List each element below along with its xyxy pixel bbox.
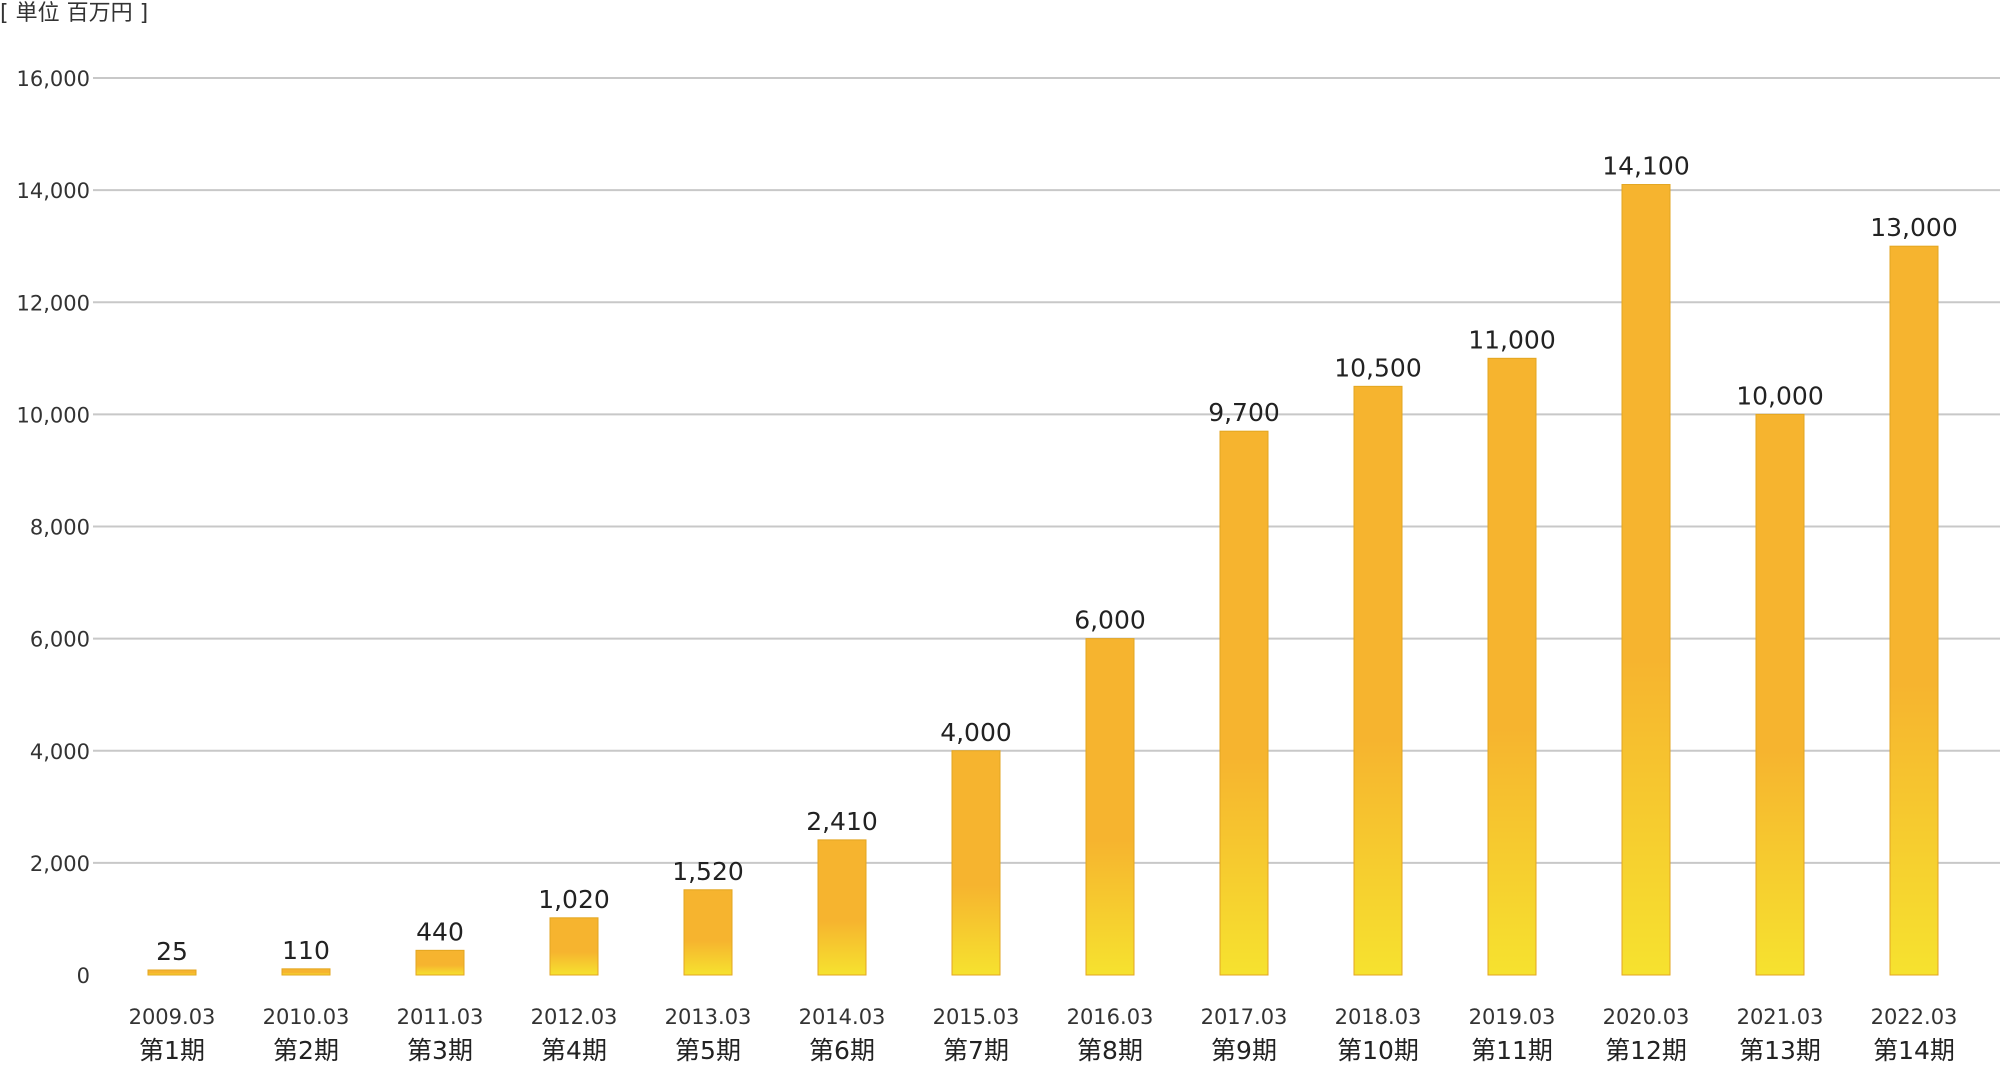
bar-2021.03: [1755, 413, 1805, 976]
period-label: 第7期: [943, 1036, 1009, 1064]
bar-2019.03: [1487, 357, 1537, 976]
x-tick-label: 2020.03: [1603, 1005, 1690, 1029]
x-tick-label: 2022.03: [1871, 1005, 1958, 1029]
x-tick-label: 2021.03: [1737, 1005, 1824, 1029]
x-axis-ticks: 2009.03 第1期 2010.03 第2期 2011.03 第3期 2012.03 第4期…: [129, 1005, 1958, 1065]
period-label: 第3期: [407, 1036, 473, 1064]
y-tick-label: 16,000: [17, 67, 90, 91]
bar-2013.03: [683, 889, 733, 976]
y-tick-label: 14,000: [17, 179, 90, 203]
data-label: 14,100: [1602, 152, 1689, 181]
period-label: 第6期: [809, 1036, 875, 1064]
unit-label: [ 単位 百万円 ]: [0, 1, 148, 26]
period-label: 第9期: [1211, 1036, 1277, 1064]
data-label: 6,000: [1074, 606, 1146, 635]
data-label: 11,000: [1468, 325, 1555, 354]
bar-2020.03: [1621, 184, 1671, 976]
data-label: 9,700: [1208, 398, 1280, 427]
period-label: 第13期: [1739, 1036, 1821, 1064]
data-label: 1,520: [672, 857, 744, 886]
y-tick-label: 4,000: [30, 740, 90, 764]
period-label: 第4期: [541, 1036, 607, 1064]
data-label: 13,000: [1870, 213, 1957, 242]
x-tick-label: 2016.03: [1067, 1005, 1154, 1029]
period-label: 第10期: [1337, 1036, 1419, 1064]
y-tick-label: 0: [77, 964, 90, 988]
period-label: 第12期: [1605, 1036, 1687, 1064]
data-label: 440: [416, 917, 464, 946]
period-label: 第2期: [273, 1036, 339, 1064]
y-tick-label: 8,000: [30, 516, 90, 540]
y-tick-label: 12,000: [17, 291, 90, 315]
x-tick-label: 2009.03: [129, 1005, 216, 1029]
bar-2009.03: [147, 969, 197, 976]
x-tick-label: 2017.03: [1201, 1005, 1288, 1029]
bar-2014.03: [817, 839, 867, 976]
x-tick-label: 2014.03: [799, 1005, 886, 1029]
data-labels: 25 110 440 1,020 1,520 2,410 4,000 6,000 9,700 10…: [156, 152, 1958, 966]
period-label: 第11期: [1471, 1036, 1553, 1064]
bar-2017.03: [1219, 430, 1269, 976]
data-label: 10,000: [1736, 381, 1823, 410]
data-label: 4,000: [940, 718, 1012, 747]
bars: [147, 184, 1939, 976]
period-label: 第5期: [675, 1036, 741, 1064]
x-tick-label: 2018.03: [1335, 1005, 1422, 1029]
y-tick-label: 2,000: [30, 852, 90, 876]
data-label: 10,500: [1334, 353, 1421, 382]
data-label: 1,020: [538, 885, 610, 914]
gridlines: [93, 77, 2000, 864]
y-axis-ticks: 0 2,000 4,000 6,000 8,000 10,000 12,000 14,000 1…: [17, 67, 90, 988]
x-tick-label: 2010.03: [263, 1005, 350, 1029]
bar-2022.03: [1889, 245, 1939, 976]
bar-2016.03: [1085, 638, 1135, 976]
bar-2018.03: [1353, 385, 1403, 976]
period-label: 第14期: [1873, 1036, 1955, 1064]
y-tick-label: 10,000: [17, 403, 90, 427]
bar-2010.03: [281, 968, 331, 976]
data-label: 110: [282, 936, 330, 965]
x-tick-label: 2012.03: [531, 1005, 618, 1029]
period-label: 第8期: [1077, 1036, 1143, 1064]
x-tick-label: 2011.03: [397, 1005, 484, 1029]
period-label: 第1期: [139, 1036, 205, 1064]
x-tick-label: 2019.03: [1469, 1005, 1556, 1029]
bar-2015.03: [951, 750, 1001, 976]
y-tick-label: 6,000: [30, 628, 90, 652]
data-label: 2,410: [806, 807, 878, 836]
x-tick-label: 2013.03: [665, 1005, 752, 1029]
data-label: 25: [156, 937, 188, 966]
x-tick-label: 2015.03: [933, 1005, 1020, 1029]
bar-2012.03: [549, 917, 599, 976]
bar-2011.03: [415, 949, 465, 976]
